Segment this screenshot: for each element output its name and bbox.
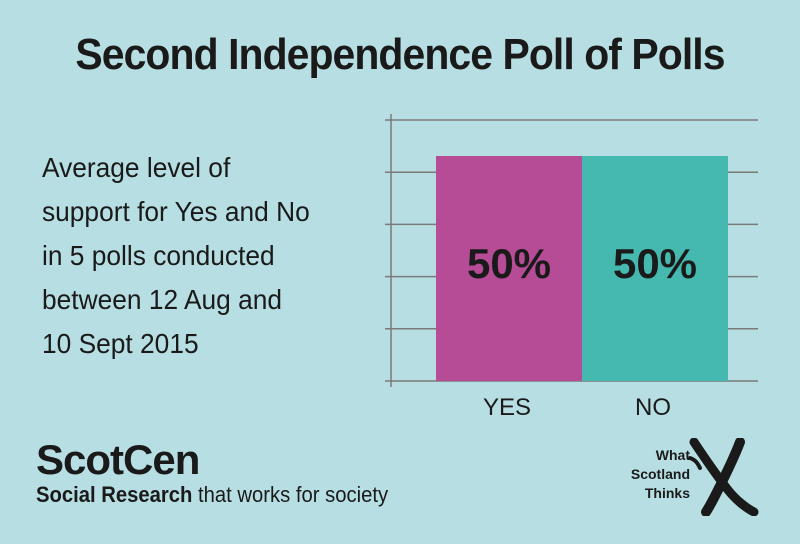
brand-tagline: Social Research that works for society xyxy=(36,482,388,508)
description-line: Average level of xyxy=(42,152,231,183)
category-label: NO xyxy=(635,394,671,421)
scotcen-brand: ScotCen Social Research that works for s… xyxy=(36,438,419,508)
brand-name: ScotCen xyxy=(36,436,200,483)
category-label: YES xyxy=(483,394,531,421)
x-mark-icon xyxy=(688,438,759,516)
logo-line: What xyxy=(655,447,690,463)
logo-text: What Scotland Thinks xyxy=(631,446,690,503)
logo-line: Thinks xyxy=(644,485,690,501)
bar-no xyxy=(582,156,728,381)
data-label: 50% xyxy=(613,240,697,287)
bar-yes xyxy=(436,156,582,381)
brand-tagline-rest: that works for society xyxy=(192,482,389,507)
chart-description: Average level of support for Yes and No … xyxy=(42,146,362,366)
description-line: support for Yes and No xyxy=(42,196,310,227)
logo-line: Scotland xyxy=(630,466,690,482)
description-line: between 12 Aug and xyxy=(42,284,283,315)
brand-tagline-bold: Social Research xyxy=(36,482,193,507)
description-line: in 5 polls conducted xyxy=(42,240,275,271)
page-title: Second Independence Poll of Polls xyxy=(75,30,725,79)
data-label: 50% xyxy=(467,240,551,287)
what-scotland-thinks-logo: What Scotland Thinks xyxy=(610,438,760,518)
description-line: 10 Sept 2015 xyxy=(42,328,199,359)
